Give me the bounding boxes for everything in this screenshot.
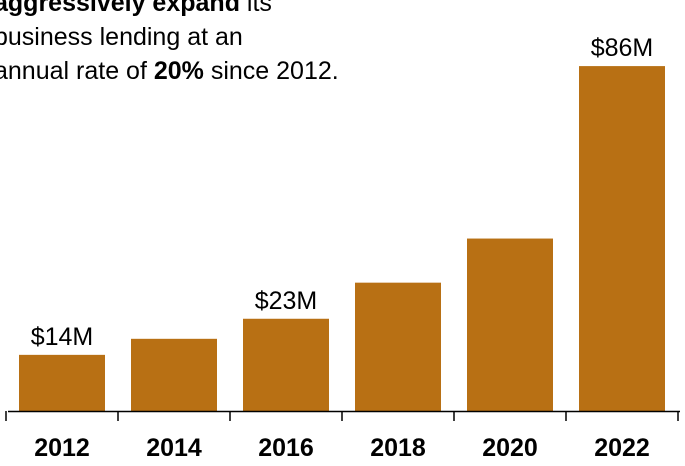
tick-label-2012: 2012 bbox=[34, 434, 90, 462]
annotation-rate: 20% bbox=[153, 57, 204, 85]
data-label-2022: $86M bbox=[591, 34, 654, 62]
annotation-line-2: business lending at an bbox=[0, 23, 243, 51]
tick-label-2016: 2016 bbox=[258, 434, 314, 462]
tick-label-2022: 2022 bbox=[594, 434, 650, 462]
annotation-emphasis: aggressively expand bbox=[0, 0, 240, 17]
annotation-text: since 2012. bbox=[203, 57, 339, 85]
data-label-2012: $14M bbox=[31, 323, 94, 351]
bar-2014 bbox=[131, 338, 217, 411]
bar-2022 bbox=[579, 66, 665, 412]
data-label-2016: $23M bbox=[255, 287, 318, 315]
bar-2012 bbox=[19, 354, 105, 411]
bar-2018 bbox=[355, 282, 441, 411]
tick-label-2014: 2014 bbox=[146, 434, 202, 462]
bar-2016 bbox=[243, 318, 329, 411]
annotation-line-3: annual rate of 20% since 2012. bbox=[0, 54, 454, 88]
annotation-text: annual rate of bbox=[0, 57, 154, 85]
annotation-line-1: aggressively expand its bbox=[0, 0, 454, 20]
chart-annotation: aggressively expand its business lending… bbox=[0, 0, 454, 88]
annotation-text: its bbox=[239, 0, 272, 17]
tick-label-2018: 2018 bbox=[370, 434, 426, 462]
bar-2020 bbox=[467, 238, 553, 411]
tick-label-2020: 2020 bbox=[482, 434, 538, 462]
